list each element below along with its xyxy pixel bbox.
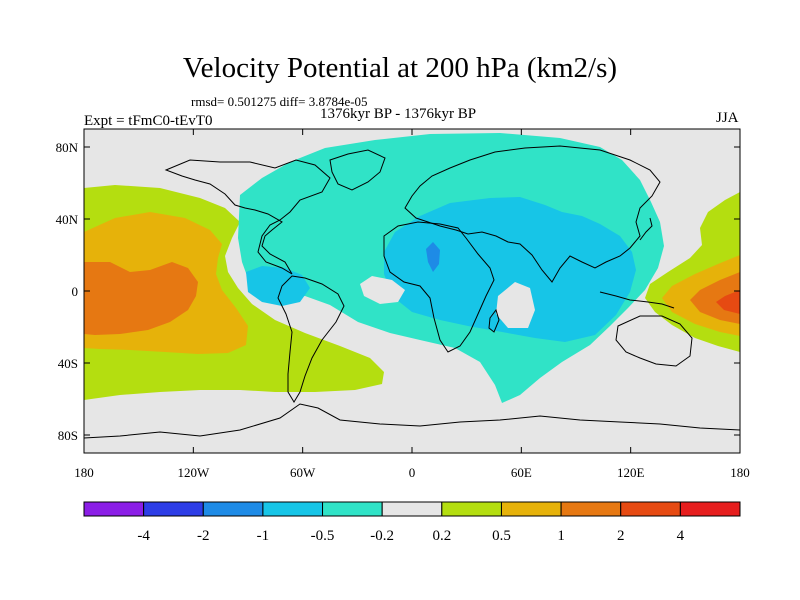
field-region-africa-core-negative [384, 197, 636, 342]
lat-tick-label: 40S [58, 356, 78, 371]
season-label: JJA [716, 110, 739, 126]
coastlines [84, 145, 740, 439]
coastline-australia [615, 315, 693, 367]
legend-swatch [143, 501, 204, 517]
field-region-atlantic-gap [360, 276, 405, 304]
field-region-pacific-positive-core [84, 262, 198, 335]
lat-axis: 80N 40N 0 40S 80S [56, 140, 740, 443]
lon-axis: 180 120W 60W 0 60E 120E 180 [74, 129, 750, 480]
legend-label: 4 [677, 528, 685, 544]
legend-label: 0.2 [432, 528, 451, 544]
legend-label: -4 [137, 528, 150, 544]
legend-label: 1 [557, 528, 565, 544]
lon-tick-label: 60E [511, 465, 532, 480]
legend: -4 -2 -1 -0.5 -0.2 0.2 0.5 1 2 4 [83, 501, 741, 544]
legend-swatch [262, 501, 324, 517]
coastline-indonesia [599, 291, 675, 309]
legend-label: -0.5 [311, 528, 335, 544]
lon-tick-label: 60W [290, 465, 316, 480]
lon-tick-label: 180 [74, 465, 94, 480]
field-region-sahara-core-negative [426, 242, 440, 272]
map-field [84, 129, 740, 453]
legend-label: -1 [257, 528, 270, 544]
coastline-north-america [164, 159, 331, 275]
coastline-south-america [277, 275, 345, 403]
legend-swatch [679, 501, 741, 517]
legend-swatch [620, 501, 681, 517]
legend-swatch [560, 501, 622, 517]
lon-tick-label: 120W [177, 465, 210, 480]
legend-swatch [441, 501, 502, 517]
lon-tick-label: 180 [730, 465, 750, 480]
legend-swatch [322, 501, 383, 517]
field-region-west-pacific-positive-core [690, 272, 740, 324]
coastline-japan [639, 217, 653, 241]
legend-label: 2 [617, 528, 625, 544]
coastline-africa [383, 221, 495, 353]
period-label: 1376kyr BP - 1376kyr BP [320, 106, 477, 122]
field-region-west-pacific-positive-inner [716, 290, 740, 314]
coastline-eurasia [404, 145, 661, 283]
experiment-label: Expt = tFmC0-tEvT0 [84, 113, 213, 129]
legend-label: -2 [197, 528, 210, 544]
legend-swatch [83, 501, 145, 517]
legend-swatch [500, 501, 562, 517]
coastline-greenland [329, 149, 386, 191]
lon-tick-label: 120E [617, 465, 645, 480]
stats-line: rmsd= 0.501275 diff= 3.8784e-05 [191, 94, 368, 109]
legend-swatch [202, 501, 264, 517]
coastline-madagascar [488, 308, 500, 333]
legend-label: 0.5 [492, 528, 511, 544]
legend-label: -0.2 [370, 528, 394, 544]
field-region-indian-ocean-gap [496, 282, 535, 328]
lat-tick-label: 80S [58, 428, 78, 443]
lon-tick-label: 0 [409, 465, 416, 480]
lat-tick-label: 0 [72, 284, 79, 299]
lat-tick-label: 40N [56, 212, 79, 227]
lat-tick-label: 80N [56, 140, 79, 155]
coastline-antarctica [84, 403, 740, 439]
chart-title: Velocity Potential at 200 hPa (km2/s) [182, 52, 618, 84]
legend-swatch [381, 501, 443, 517]
